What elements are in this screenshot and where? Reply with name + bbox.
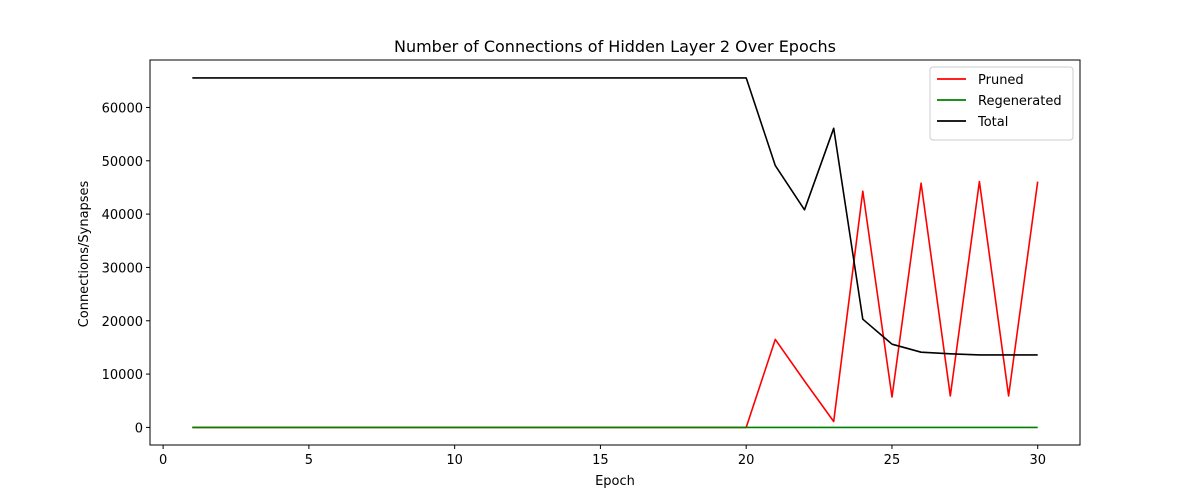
x-tick-label: 25 bbox=[884, 453, 901, 468]
y-axis-ticks: 0 10000 20000 30000 40000 50000 60000 bbox=[102, 101, 150, 436]
x-tick-label: 15 bbox=[592, 453, 609, 468]
y-axis-label: Connections/Synapses bbox=[77, 180, 92, 327]
y-tick-label: 40000 bbox=[102, 208, 143, 223]
x-tick-label: 20 bbox=[738, 453, 755, 468]
x-tick-label: 0 bbox=[159, 453, 167, 468]
y-tick-label: 50000 bbox=[102, 155, 143, 170]
x-tick-label: 10 bbox=[446, 453, 463, 468]
series-lines bbox=[192, 77, 1039, 429]
x-tick-label: 30 bbox=[1029, 453, 1046, 468]
y-tick-label: 60000 bbox=[102, 101, 143, 116]
legend-label-regenerated: Regenerated bbox=[978, 94, 1062, 109]
chart-title: Number of Connections of Hidden Layer 2 … bbox=[394, 37, 836, 56]
series-line-pruned bbox=[192, 180, 1039, 429]
x-tick-label: 5 bbox=[305, 453, 313, 468]
plot-area-frame bbox=[149, 59, 1081, 446]
y-tick-label: 30000 bbox=[102, 261, 143, 276]
x-axis-ticks: 0 5 10 15 20 25 30 bbox=[159, 445, 1046, 468]
legend-label-pruned: Pruned bbox=[978, 73, 1024, 88]
y-tick-label: 10000 bbox=[102, 368, 143, 383]
legend-label-total: Total bbox=[977, 115, 1008, 130]
x-axis-label: Epoch bbox=[595, 474, 635, 489]
series-line-total bbox=[192, 77, 1038, 356]
y-tick-label: 0 bbox=[135, 421, 143, 436]
y-tick-label: 20000 bbox=[102, 315, 143, 330]
legend: Pruned Regenerated Total bbox=[929, 66, 1074, 141]
